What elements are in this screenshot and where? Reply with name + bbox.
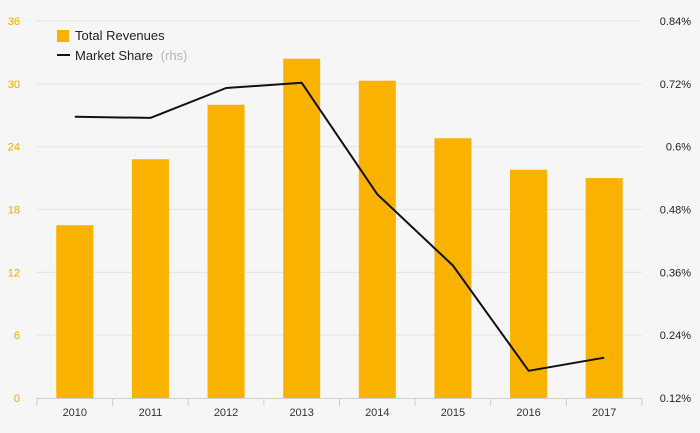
y-right-tick-label: 0.12%: [660, 393, 691, 405]
legend-label-market-share-suffix: (rhs): [161, 48, 188, 63]
x-tick-label: 2017: [592, 407, 616, 419]
y-left-tick-label: 12: [8, 267, 20, 279]
y-left-tick-label: 24: [8, 142, 20, 154]
bar-2015: [434, 138, 472, 399]
y-right-tick-label: 0.48%: [660, 205, 691, 217]
bar-2013: [283, 58, 321, 398]
bar-2016: [510, 169, 548, 398]
legend-label-market-share-name: Market Share: [75, 48, 153, 63]
x-axis: 2010 2011 2012 2013 2014 2015 2016 2017: [36, 398, 643, 419]
bar-series: [56, 58, 623, 399]
bar-2012: [207, 104, 245, 399]
y-left-tick-label: 30: [8, 79, 20, 91]
legend-label-revenues: Total Revenues: [75, 28, 165, 43]
y-axis-right: 0.12% 0.24% 0.36% 0.48% 0.6% 0.72% 0.84%: [660, 16, 691, 405]
x-tick-label: 2014: [365, 407, 389, 419]
bar-2011: [131, 159, 169, 398]
x-tick-label: 2010: [63, 407, 87, 419]
y-right-tick-label: 0.84%: [660, 16, 691, 28]
gridlines: [37, 20, 642, 336]
y-left-tick-label: 36: [8, 16, 20, 28]
legend-label-market-share: Market Share (rhs): [75, 48, 187, 63]
legend-swatch-revenues: [57, 30, 69, 42]
x-tick-label: 2013: [289, 407, 313, 419]
y-right-tick-label: 0.6%: [666, 142, 691, 154]
y-left-tick-label: 0: [14, 393, 20, 405]
line-series: [74, 81, 605, 372]
y-left-tick-label: 6: [14, 330, 20, 342]
y-left-tick-label: 18: [8, 205, 20, 217]
legend: Total Revenues Market Share (rhs): [57, 28, 187, 63]
x-tick-label: 2016: [516, 407, 540, 419]
y-axis-left: 0 6 12 18 24 30 36: [8, 16, 20, 405]
bar-2014: [358, 80, 396, 399]
y-right-tick-label: 0.72%: [660, 79, 691, 91]
x-tick-label: 2015: [441, 407, 465, 419]
x-tick-label: 2012: [214, 407, 238, 419]
y-right-tick-label: 0.24%: [660, 330, 691, 342]
bar-2010: [56, 225, 94, 398]
bar-2017: [585, 178, 623, 398]
market-share-line: [74, 81, 605, 372]
y-right-tick-label: 0.36%: [660, 267, 691, 279]
x-tick-label: 2011: [139, 407, 163, 419]
